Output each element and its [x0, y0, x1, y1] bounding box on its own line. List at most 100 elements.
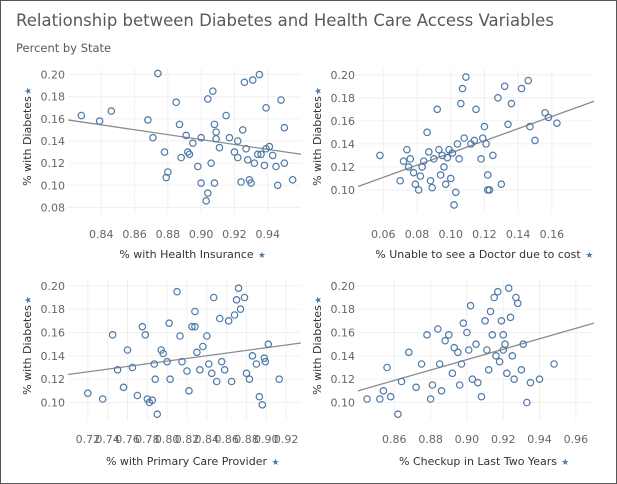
data-point [523, 398, 531, 407]
data-point [113, 366, 122, 374]
data-point [154, 69, 162, 78]
data-point [191, 307, 199, 316]
scatter-panel-3: 0.10 0.12 0.14 0.16 0.18 0.20 0.720.740.760.78… [21, 280, 302, 468]
data-point [526, 122, 534, 131]
x-tick-label: 0.16 [540, 228, 565, 241]
data-point [550, 360, 558, 368]
data-point [403, 145, 411, 154]
y-tick-label: 0.18 [41, 91, 66, 104]
data-point [466, 301, 475, 310]
y-tick-label: 0.16 [41, 113, 66, 126]
data-point [204, 189, 212, 197]
data-point [247, 179, 255, 187]
x-tick-label: 0.96 [564, 433, 589, 446]
data-point [153, 410, 162, 418]
data-point [151, 375, 160, 383]
y-tick-label: 0.18 [41, 303, 66, 316]
pin-icon: ★ [258, 251, 266, 261]
data-point [237, 178, 245, 186]
data-point [448, 149, 457, 157]
pin-icon: ★ [24, 87, 34, 95]
data-point [411, 180, 420, 189]
x-tick-label: 0.92 [274, 433, 299, 446]
data-point [107, 107, 116, 115]
data-point [404, 163, 413, 171]
data-point [164, 168, 172, 176]
x-tick-label: 0.86 [122, 228, 147, 241]
data-point [149, 133, 157, 142]
data-point [215, 314, 224, 323]
data-point [220, 366, 229, 374]
data-point [234, 284, 243, 292]
data-point [212, 128, 220, 136]
data-point [472, 105, 480, 114]
x-tick-label: 0.86 [214, 433, 239, 446]
data-point [376, 151, 384, 160]
y-tick-label: 0.12 [41, 157, 66, 170]
data-point [212, 377, 221, 386]
data-point [183, 367, 191, 375]
x-tick-label: 0.08 [405, 228, 430, 241]
data-point [260, 161, 269, 170]
data-point [248, 352, 257, 360]
data-point [166, 375, 174, 383]
scatter-panel-2: 0.10 0.12 0.14 0.16 0.18 0.20 0.06 0.08 0.10 0.12… [311, 69, 595, 261]
data-point [455, 381, 464, 389]
data-point [204, 95, 212, 103]
data-point [423, 331, 431, 339]
data-point [417, 360, 426, 368]
x-tick-label: 0.90 [189, 228, 214, 241]
data-point [506, 313, 515, 322]
y-tick-label: 0.20 [41, 69, 66, 82]
data-point [433, 105, 442, 114]
data-point [460, 134, 469, 142]
data-point [177, 153, 185, 162]
data-point [428, 183, 436, 192]
x-axis-title: % with Primary Care Provider [106, 455, 268, 468]
data-point [258, 401, 267, 409]
data-point [396, 176, 404, 185]
data-point [230, 311, 239, 319]
x-tick-label: 0.92 [491, 433, 516, 446]
y-tick-label: 0.08 [41, 201, 66, 214]
x-axis-title: % Checkup in Last Two Years [399, 455, 557, 468]
data-point [386, 392, 395, 401]
y-tick-label: 0.14 [41, 350, 66, 363]
data-point [383, 363, 391, 372]
data-point [245, 375, 254, 383]
data-point [253, 150, 262, 159]
data-point [240, 78, 249, 87]
data-point [262, 103, 270, 112]
data-point [444, 331, 453, 339]
data-point [504, 284, 513, 292]
data-point [481, 317, 489, 325]
y-tick-label: 0.14 [331, 138, 356, 151]
trend-line [67, 342, 302, 376]
data-point [486, 307, 495, 316]
y-tick-label: 0.12 [41, 373, 66, 386]
y-tick-label: 0.12 [331, 161, 356, 174]
x-tick-label: 0.84 [195, 433, 220, 446]
data-point [507, 99, 516, 108]
y-axis-title: % with Diabetes [21, 96, 34, 186]
data-point [375, 395, 384, 403]
data-point [242, 369, 251, 378]
data-point [273, 181, 282, 190]
data-point [443, 153, 452, 162]
data-point [477, 155, 485, 163]
data-point [202, 197, 210, 205]
data-point [448, 369, 457, 378]
data-point [495, 357, 504, 366]
data-point [275, 375, 283, 383]
data-point [477, 392, 486, 401]
data-point [517, 84, 526, 93]
data-point [128, 363, 137, 372]
y-tick-label: 0.16 [331, 327, 356, 340]
y-axis-title: % with Diabetes [21, 305, 34, 395]
data-point [197, 133, 205, 142]
data-point [133, 391, 142, 400]
data-point [437, 387, 446, 395]
data-point [379, 387, 388, 395]
data-point [277, 96, 285, 104]
data-point [123, 346, 132, 354]
